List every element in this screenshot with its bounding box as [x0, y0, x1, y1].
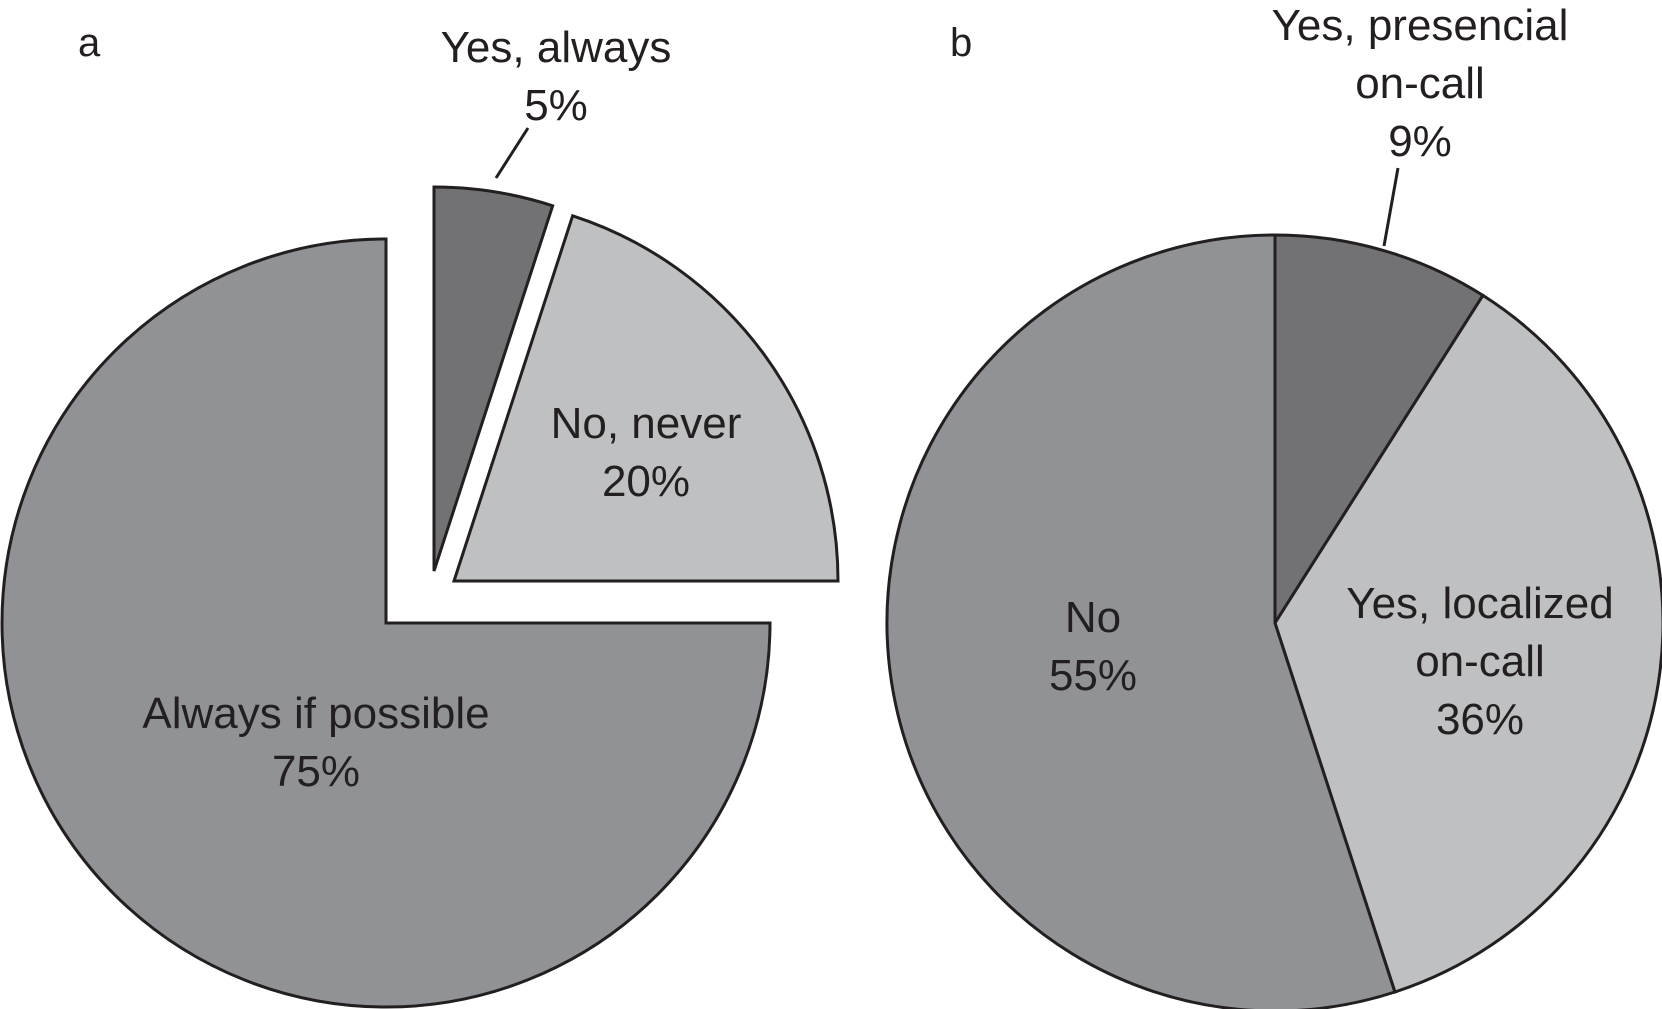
slice-label: Yes, always 5% [441, 23, 672, 130]
slice-label-line: Yes, localized [1346, 579, 1613, 628]
panel-label-a: a [78, 21, 101, 65]
pie-slice [451, 213, 840, 583]
slice-label-line: 9% [1388, 117, 1452, 166]
pie-a-labels: Yes, always 5% No, never 20% Always if possi… [142, 23, 741, 796]
slice-label-line: 20% [602, 457, 690, 506]
leader-line [1382, 167, 1400, 247]
pie-chart-a: a Yes, always 5% No, never 20% Always if pos… [0, 21, 840, 1009]
slice-label-line: Yes, presencial [1272, 1, 1569, 50]
slice-label-line: 55% [1049, 651, 1137, 700]
slice-label: No 55% [1049, 593, 1137, 700]
slice-label: Always if possible 75% [142, 689, 489, 796]
slice-label-line: 5% [524, 81, 588, 130]
pie-slice [432, 185, 555, 572]
panel-label-b: b [950, 21, 972, 65]
pie-slice [885, 233, 1397, 1009]
slice-label-line: Yes, always [441, 23, 672, 72]
pie-chart-b: b Yes, presencial on-call 9% Yes, localized… [885, 1, 1662, 1009]
pie-slice [1273, 293, 1662, 994]
pie-slice [0, 237, 772, 1009]
pie-b-leaders [1382, 167, 1400, 247]
slice-label-line: No, never [551, 399, 742, 448]
slice-label-line: on-call [1355, 59, 1485, 108]
slice-label: Yes, presencial on-call 9% [1272, 1, 1569, 166]
pie-a-slices [0, 185, 840, 1009]
slice-label: No, never 20% [551, 399, 742, 506]
leader-line [494, 127, 530, 179]
pie-b-slices [885, 233, 1662, 1009]
slice-label-line: 36% [1436, 695, 1524, 744]
slice-label-line: 75% [272, 747, 360, 796]
slice-label: Yes, localized on-call 36% [1346, 579, 1613, 744]
slice-label-line: on-call [1415, 637, 1545, 686]
pie-a-leaders [494, 127, 530, 179]
pie-b-labels: Yes, presencial on-call 9% Yes, localized on… [1049, 1, 1614, 744]
slice-label-line: No [1065, 593, 1121, 642]
slice-label-line: Always if possible [142, 689, 489, 738]
pie-slice [1273, 233, 1485, 629]
